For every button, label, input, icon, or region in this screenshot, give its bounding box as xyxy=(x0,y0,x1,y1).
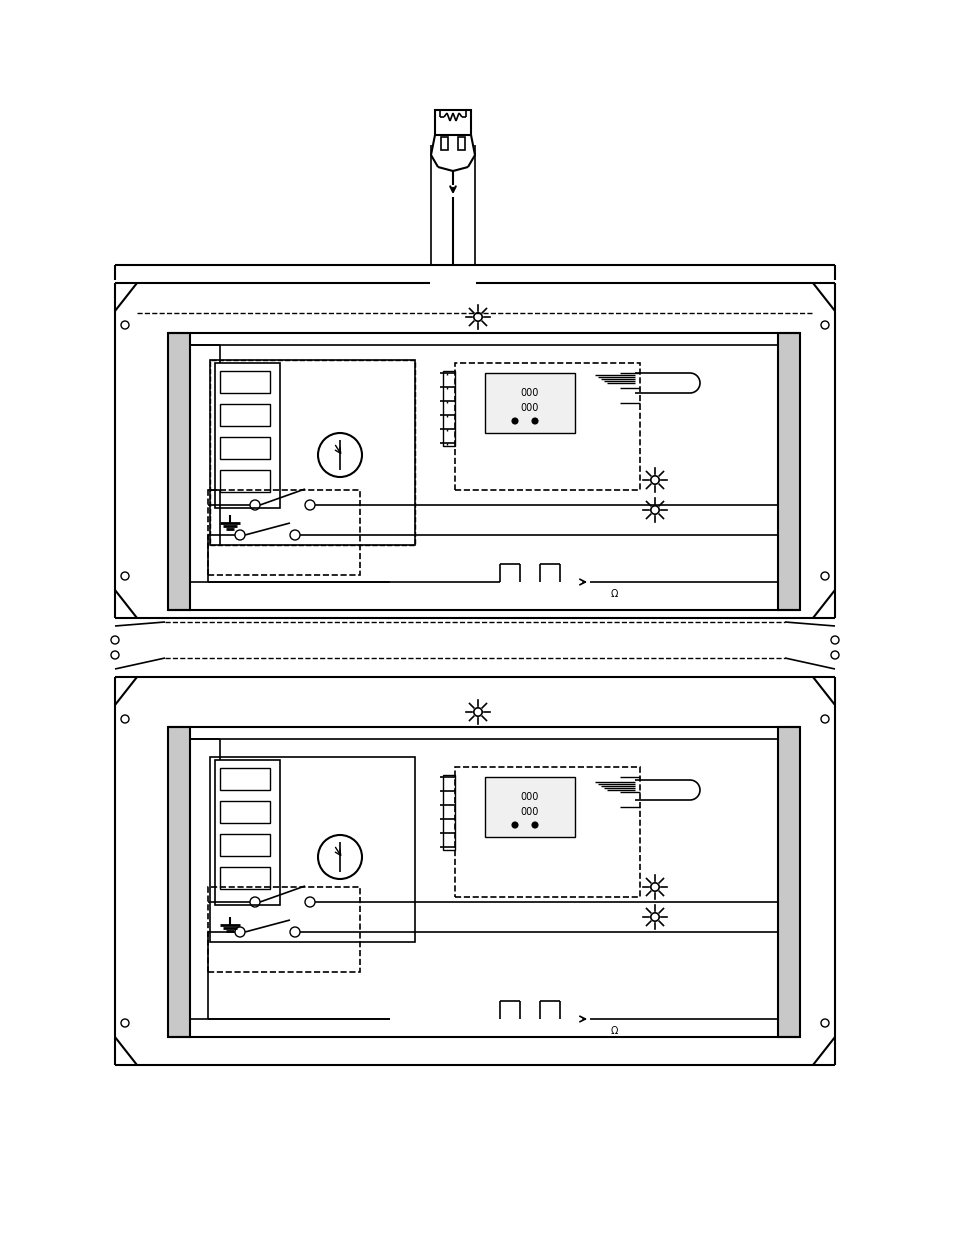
Bar xyxy=(210,359,415,545)
Bar xyxy=(435,110,471,135)
Bar xyxy=(214,363,280,508)
Bar xyxy=(484,373,575,433)
Bar xyxy=(442,776,455,850)
Text: 000: 000 xyxy=(520,403,538,412)
Bar xyxy=(455,363,639,490)
Bar xyxy=(440,137,448,149)
Bar xyxy=(220,437,270,459)
Bar xyxy=(168,727,190,1037)
Text: 000: 000 xyxy=(520,792,538,802)
Bar xyxy=(220,370,270,393)
Bar xyxy=(208,490,359,576)
Bar xyxy=(214,760,280,905)
Bar xyxy=(457,137,464,149)
Circle shape xyxy=(512,417,517,424)
Bar xyxy=(778,333,800,610)
Bar xyxy=(220,768,270,790)
Bar xyxy=(455,767,639,897)
Bar xyxy=(208,887,359,972)
Bar xyxy=(220,802,270,823)
Bar xyxy=(220,404,270,426)
Circle shape xyxy=(532,823,537,827)
Text: Ω: Ω xyxy=(610,1026,617,1036)
Bar xyxy=(442,370,455,446)
Text: 000: 000 xyxy=(520,388,538,398)
Bar xyxy=(210,359,415,545)
Bar xyxy=(778,727,800,1037)
Bar xyxy=(168,333,190,610)
Bar xyxy=(220,471,270,492)
Bar xyxy=(210,757,415,942)
Circle shape xyxy=(532,417,537,424)
Bar xyxy=(220,867,270,889)
Circle shape xyxy=(512,823,517,827)
Bar xyxy=(220,834,270,856)
Bar xyxy=(484,777,575,837)
Text: 000: 000 xyxy=(520,806,538,818)
Text: Ω: Ω xyxy=(610,589,617,599)
